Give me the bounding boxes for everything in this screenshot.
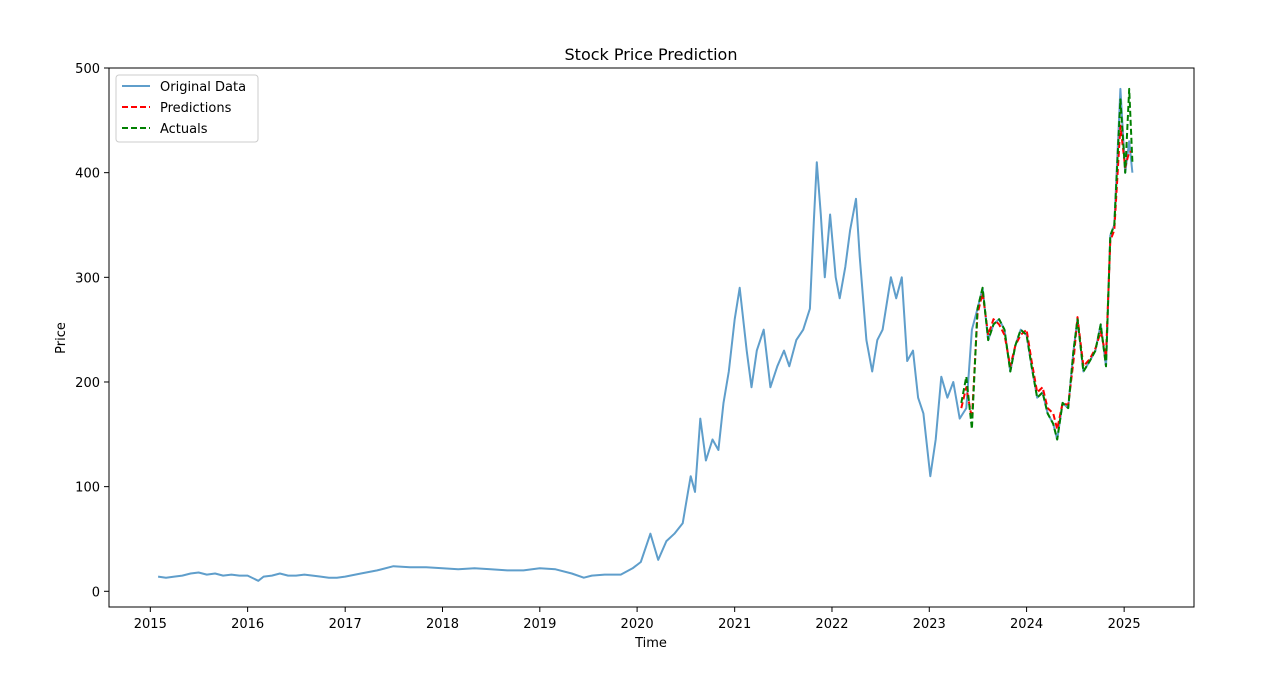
y-tick-label: 100 (75, 481, 100, 496)
series-line-actuals (960, 87, 1134, 441)
x-tick-label: 2023 (913, 617, 946, 632)
legend: Original Data Predictions Actuals (115, 74, 259, 143)
x-tick-label: 2022 (815, 617, 848, 632)
y-tick-label: 200 (75, 376, 100, 391)
x-tick-label: 2025 (1108, 617, 1141, 632)
x-tick-label: 2017 (329, 617, 362, 632)
legend-label-original: Original Data (160, 80, 246, 95)
axis-layer: 2015 2016 2017 2018 2019 2020 2021 2022 2023 2024… (75, 62, 1141, 632)
legend-label-predictions: Predictions (160, 101, 232, 116)
y-axis-label: Price (54, 322, 69, 354)
x-tick-label: 2015 (134, 617, 167, 632)
x-tick-label: 2016 (231, 617, 264, 632)
x-tick-label: 2020 (621, 617, 654, 632)
y-tick-label: 400 (75, 167, 100, 182)
plot-frame (108, 67, 1195, 608)
x-tick-label: 2019 (523, 617, 556, 632)
legend-label-actuals: Actuals (160, 122, 208, 137)
y-tick-label: 300 (75, 271, 100, 286)
series-layer (157, 87, 1134, 582)
y-tick-label: 0 (92, 585, 100, 600)
x-tick-label: 2018 (426, 617, 459, 632)
x-tick-label: 2021 (718, 617, 751, 632)
series-line-predictions (960, 124, 1133, 431)
chart-title: Stock Price Prediction (565, 45, 738, 64)
legend-box (115, 74, 259, 143)
y-tick-label: 500 (75, 62, 100, 77)
x-axis-label: Time (634, 636, 667, 651)
x-tick-label: 2024 (1010, 617, 1043, 632)
